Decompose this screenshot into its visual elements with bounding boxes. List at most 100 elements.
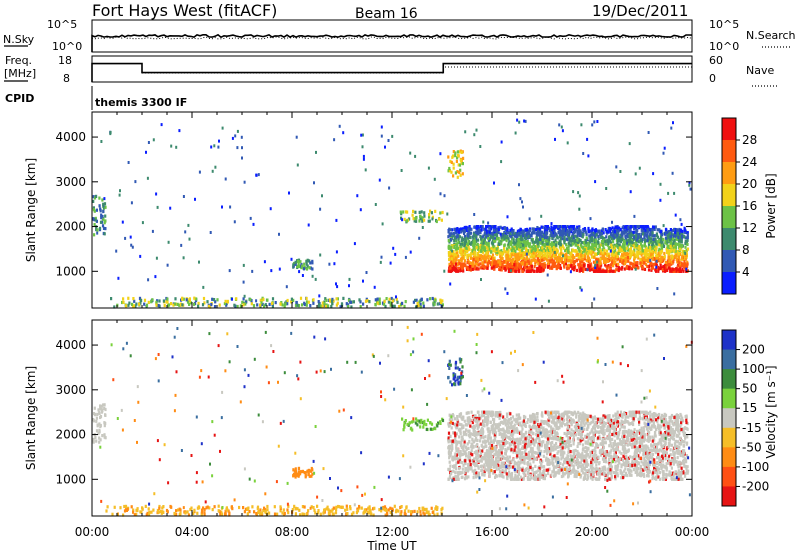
echo-cell [455, 159, 458, 163]
echo-cell [464, 244, 467, 249]
echo-cell [636, 253, 639, 257]
echo-cell [628, 265, 631, 269]
echo-cell [507, 253, 510, 257]
echo-cell [643, 242, 646, 246]
echo-cell [626, 245, 629, 249]
echo-cell [464, 237, 467, 241]
echo-cell [459, 242, 462, 246]
echo-cell [268, 302, 271, 306]
echo-cell [594, 417, 597, 421]
echo-cell [605, 242, 608, 246]
echo-cell [670, 231, 673, 235]
echo-cell [481, 264, 484, 268]
echo-cell [474, 230, 478, 234]
echo-cell [492, 231, 495, 235]
echo-cell [318, 302, 321, 306]
echo-cell [327, 304, 330, 308]
echo-cell [131, 302, 134, 306]
echo-cell [456, 227, 459, 231]
echo-cell [567, 241, 570, 245]
echo-cell [528, 450, 531, 455]
echo-cell [679, 235, 682, 239]
echo-cell [252, 304, 256, 308]
echo-cell [598, 246, 601, 250]
echo-cell [653, 246, 656, 250]
echo-cell [455, 467, 458, 471]
echo-cell [374, 298, 377, 302]
echo-cell [670, 245, 674, 249]
echo-cell [550, 415, 553, 419]
echo-cell [449, 237, 452, 242]
echo-cell [459, 168, 462, 172]
echo-cell [635, 244, 638, 248]
echo-cell [660, 244, 663, 248]
echo-cell [439, 211, 442, 215]
echo-cell [678, 227, 681, 232]
echo-cell [421, 219, 424, 223]
echo-cell [634, 261, 638, 265]
echo-cell [500, 234, 503, 238]
echo-cell [488, 226, 491, 230]
echo-cell [218, 139, 220, 143]
echo-cell [664, 269, 667, 273]
echo-cell [473, 225, 477, 229]
echo-cell [636, 233, 639, 237]
echo-cell [146, 176, 149, 180]
echo-cell [680, 244, 683, 248]
echo-cell [623, 225, 627, 229]
echo-cell [538, 251, 541, 255]
echo-cell [519, 251, 522, 255]
echo-cell [566, 470, 569, 474]
echo-cell [664, 451, 667, 455]
echo-cell [601, 235, 604, 239]
echo-cell [480, 239, 483, 243]
echo-cell [305, 300, 309, 304]
echo-cell [614, 252, 617, 256]
echo-cell [628, 473, 631, 477]
echo-cell [530, 259, 533, 263]
echo-cell [510, 227, 513, 231]
echo-cell [527, 266, 530, 271]
echo-cell [176, 302, 179, 306]
echo-cell [475, 262, 478, 266]
echo-cell [662, 151, 665, 155]
echo-cell [428, 213, 431, 217]
echo-cell [644, 262, 648, 267]
echo-cell [589, 246, 592, 250]
echo-cell [665, 462, 668, 466]
echo-cell [489, 232, 492, 236]
echo-cell [628, 267, 631, 271]
echo-cell [641, 259, 644, 263]
echo-cell [559, 235, 562, 239]
echo-cell [493, 181, 495, 185]
echo-cell [526, 442, 529, 446]
echo-cell [586, 137, 589, 141]
echo-cell [325, 298, 328, 302]
echo-cell [460, 262, 463, 266]
echo-cell [165, 300, 168, 304]
echo-cell [547, 226, 550, 230]
echo-cell [479, 439, 482, 443]
echo-cell [239, 304, 242, 308]
echo-cell [629, 262, 632, 266]
echo-cell [332, 299, 335, 303]
echo-cell [568, 236, 571, 240]
echo-cell [155, 192, 158, 196]
echo-cell [481, 266, 484, 270]
echo-cell [533, 415, 536, 419]
echo-cell [504, 423, 507, 427]
echo-cell [102, 202, 105, 206]
echo-cell [617, 257, 620, 261]
echo-cell [641, 265, 644, 270]
echo-cell [101, 198, 104, 202]
echo-cell [604, 228, 607, 232]
echo-cell [517, 268, 520, 272]
echo-cell [557, 261, 560, 265]
echo-cell [378, 178, 381, 182]
echo-cell [525, 262, 528, 266]
echo-cell [634, 253, 637, 257]
echo-cell [473, 440, 476, 444]
echo-cell [101, 224, 105, 228]
echo-cell [364, 299, 368, 303]
echo-cell [492, 257, 495, 261]
